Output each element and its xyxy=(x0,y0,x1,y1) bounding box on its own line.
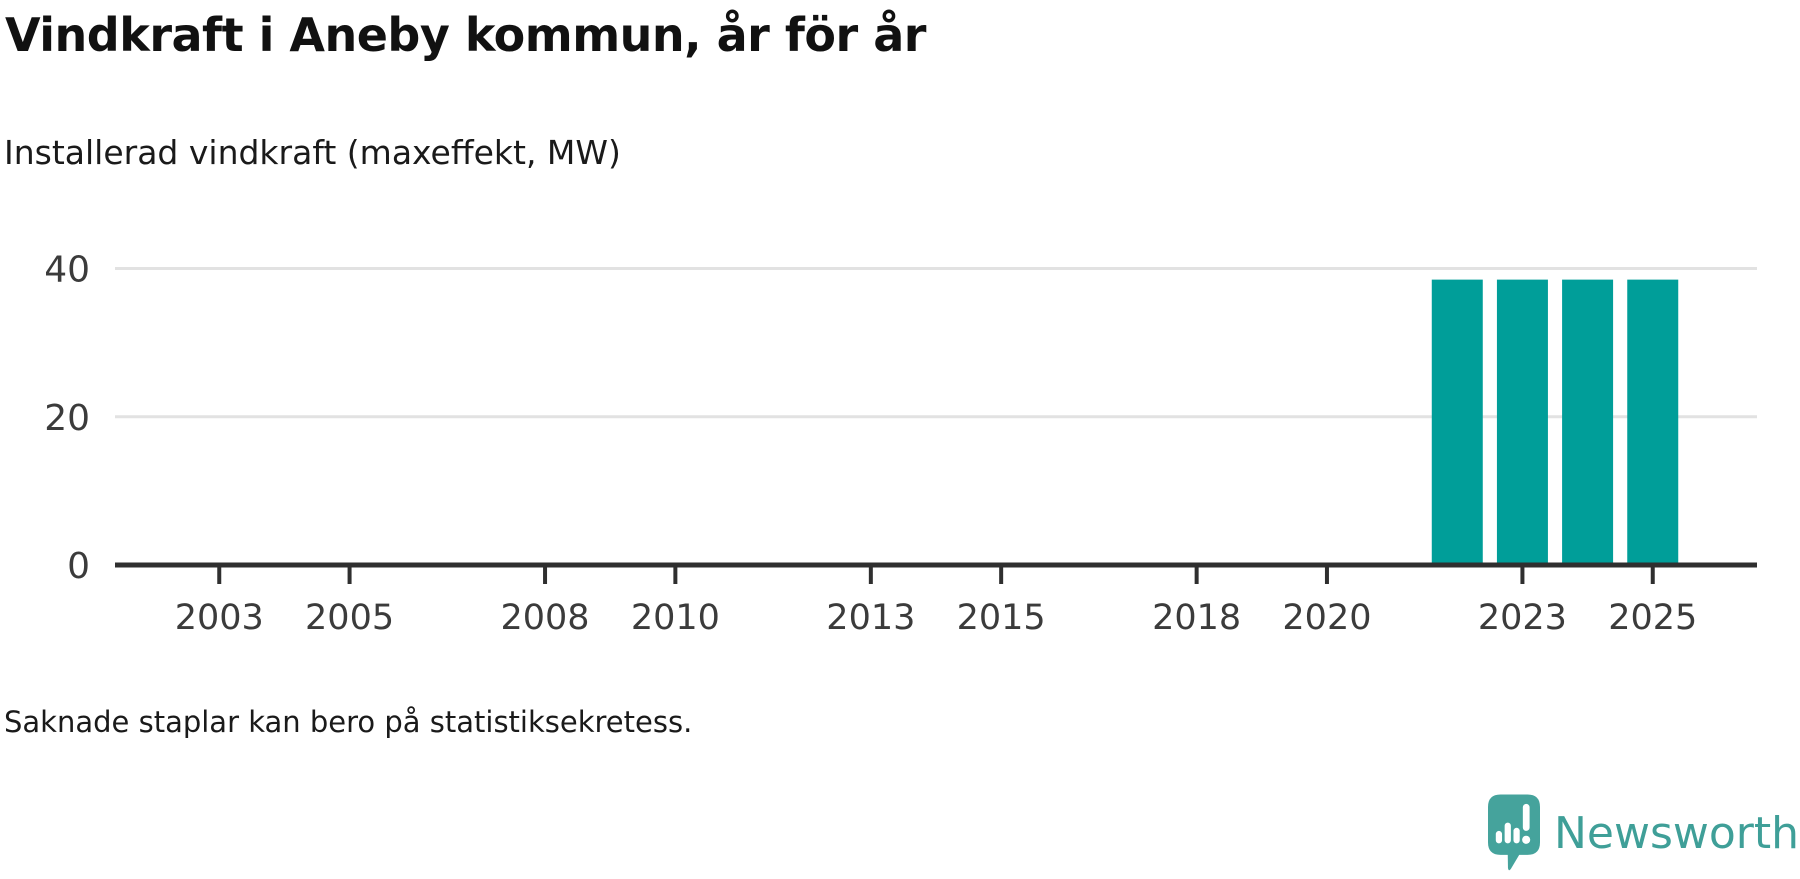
newsworthy-logo-text: Newsworthy xyxy=(1554,807,1800,859)
logo-exclamation-bar xyxy=(1522,803,1530,831)
x-axis-tick-label-2010: 2010 xyxy=(631,598,720,638)
bar-2024[interactable] xyxy=(1562,279,1614,563)
x-axis-tick-label-2003: 2003 xyxy=(175,598,264,638)
x-axis-tick-label-2025: 2025 xyxy=(1608,598,1697,638)
y-axis-tick-label-0: 0 xyxy=(67,546,90,587)
logo-bar-1 xyxy=(1495,830,1503,844)
y-axis-tick-label-40: 40 xyxy=(44,250,90,291)
x-axis-tick-label-2023: 2023 xyxy=(1478,598,1567,638)
x-axis-tick-label-2005: 2005 xyxy=(305,598,394,638)
x-axis-tick-label-2015: 2015 xyxy=(957,598,1046,638)
bar-2025[interactable] xyxy=(1627,279,1679,563)
x-axis-tick-label-2008: 2008 xyxy=(501,598,590,638)
x-axis-tick-label-2013: 2013 xyxy=(826,598,915,638)
logo-bar-2 xyxy=(1504,822,1511,844)
y-axis-tick-label-20: 20 xyxy=(44,398,90,439)
chart-title: Vindkraft i Aneby kommun, år för år xyxy=(5,8,926,62)
bar-2022[interactable] xyxy=(1431,279,1483,563)
bar-2023[interactable] xyxy=(1496,279,1548,563)
newsworthy-logo: Newsworthy xyxy=(1488,794,1800,872)
logo-exclamation-dot xyxy=(1522,835,1531,844)
chart-subtitle: Installerad vindkraft (maxeffekt, MW) xyxy=(4,133,621,172)
x-axis-tick-label-2020: 2020 xyxy=(1282,598,1371,638)
logo-bar-3 xyxy=(1513,827,1520,844)
x-axis-tick-label-2018: 2018 xyxy=(1152,598,1241,638)
chart-footnote: Saknade staplar kan bero på statistiksek… xyxy=(4,705,693,739)
newsworthy-speech-bubble-icon xyxy=(1488,794,1540,871)
